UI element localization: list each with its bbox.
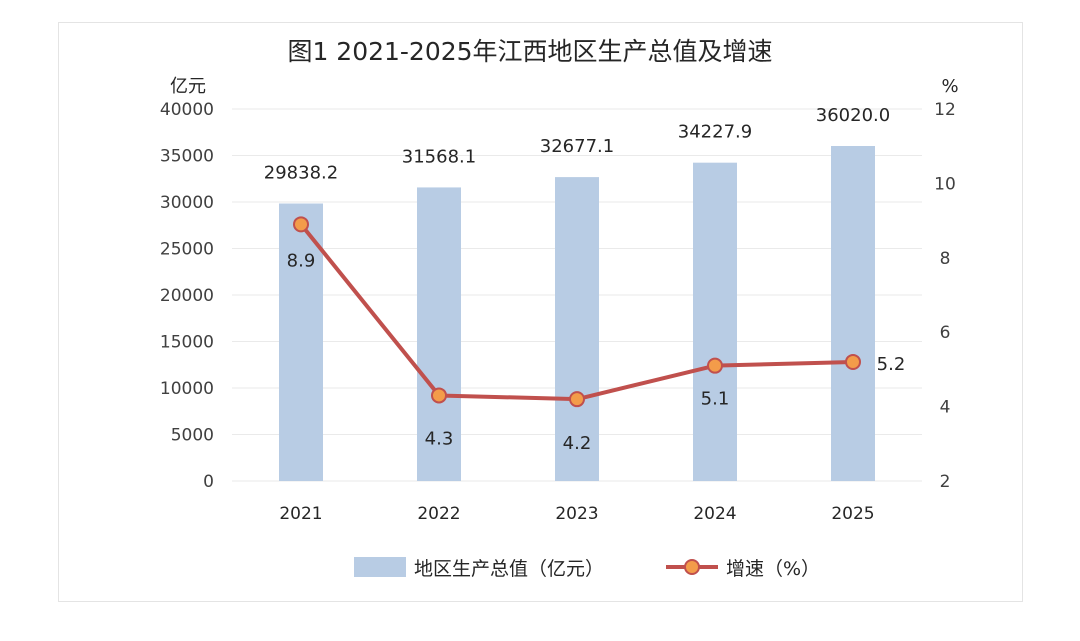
x-tick-label: 2023	[555, 504, 598, 524]
left-tick-label: 30000	[160, 193, 214, 213]
bar-data-label: 32677.1	[540, 136, 614, 157]
bar-data-label: 29838.2	[264, 163, 338, 184]
line-point	[569, 391, 585, 408]
left-tick-label: 10000	[160, 379, 214, 399]
line-point	[845, 353, 861, 370]
line-data-label: 8.9	[287, 250, 316, 271]
left-axis-unit: 亿元	[170, 76, 206, 97]
bar-series	[279, 146, 875, 481]
bar	[831, 146, 875, 481]
legend-label-bar: 地区生产总值（亿元）	[414, 558, 604, 580]
x-tick-label: 2022	[417, 504, 460, 524]
bar	[417, 187, 461, 481]
legend-swatch-marker	[684, 559, 700, 575]
bar-data-label: 34227.9	[678, 122, 752, 143]
left-tick-label: 40000	[160, 100, 214, 120]
line-point	[707, 357, 723, 374]
legend-label-line: 增速（%）	[726, 558, 820, 580]
left-tick-label: 5000	[171, 426, 214, 446]
right-tick-label: 10	[934, 174, 956, 194]
right-tick-label: 8	[940, 249, 951, 269]
bar	[555, 177, 599, 481]
x-tick-label: 2021	[279, 504, 322, 524]
bar-data-label: 31568.1	[402, 146, 476, 167]
right-tick-label: 6	[940, 323, 951, 343]
line-series	[293, 216, 861, 408]
bar	[279, 203, 323, 481]
left-tick-label: 25000	[160, 240, 214, 260]
line-data-labels: 8.9 4.3 4.2 5.1 5.2	[287, 250, 906, 454]
right-tick-label: 12	[934, 100, 956, 120]
right-tick-label: 4	[940, 398, 951, 418]
bar-data-label: 36020.0	[816, 105, 890, 126]
left-tick-label: 15000	[160, 333, 214, 353]
right-tick-label: 2	[940, 472, 951, 492]
line-point	[431, 387, 447, 404]
left-axis-ticks: 0 5000 10000 15000 20000 25000 30000 35000 40000	[160, 100, 214, 492]
left-tick-label: 0	[203, 472, 214, 492]
legend-swatch-bar	[354, 557, 406, 577]
x-axis-ticks: 2021 2022 2023 2024 2025	[279, 504, 874, 524]
chart-title: 图1 2021-2025年江西地区生产总值及增速	[287, 37, 772, 66]
line-data-label: 5.2	[877, 354, 906, 375]
left-tick-label: 20000	[160, 286, 214, 306]
bar-data-labels: 29838.2 31568.1 32677.1 34227.9 36020.0	[264, 105, 890, 183]
right-axis-ticks: 2 4 6 8 10 12	[934, 100, 956, 492]
line-data-label: 4.3	[425, 428, 454, 449]
right-axis-unit: %	[941, 76, 958, 97]
line-data-label: 4.2	[563, 433, 592, 454]
left-tick-label: 35000	[160, 147, 214, 167]
x-tick-label: 2025	[831, 504, 874, 524]
bar	[693, 162, 737, 481]
line-point	[293, 216, 309, 233]
x-tick-label: 2024	[693, 504, 736, 524]
legend: 地区生产总值（亿元） 增速（%）	[354, 557, 820, 580]
line-data-label: 5.1	[701, 389, 730, 410]
